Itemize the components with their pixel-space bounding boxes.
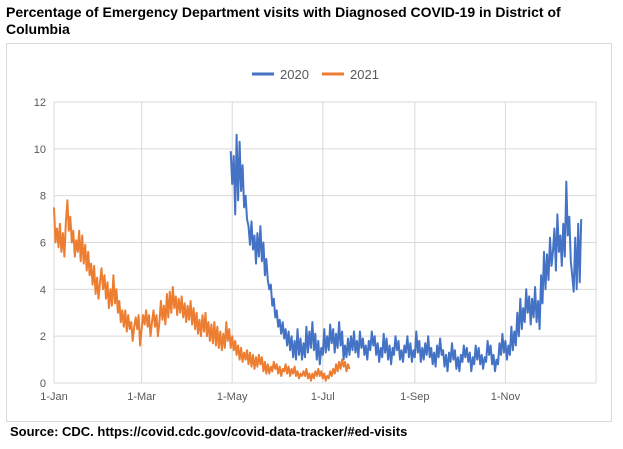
legend-label-2020: 2020 (280, 67, 309, 82)
y-tick-label: 6 (40, 238, 46, 250)
source-note: Source: CDC. https://covid.cdc.gov/covid… (10, 424, 408, 439)
gridlines (53, 101, 597, 384)
series-line-2021 (53, 199, 351, 382)
y-tick-label: 4 (40, 284, 46, 296)
y-tick-label: 8 (40, 191, 46, 203)
legend: 2020 2021 (252, 67, 379, 82)
x-tick-label: 1-Mar (127, 391, 156, 403)
chart-area: 0 2 4 6 8 10 12 1-Jan 1-Mar 1-May 1-Jul 1-Sep 1-Nov… (6, 43, 612, 422)
series-line-2020 (229, 133, 583, 373)
x-tick-label: 1-May (217, 391, 248, 403)
y-tick-label: 10 (34, 144, 46, 156)
legend-label-2021: 2021 (350, 67, 379, 82)
x-tick-label: 1-Jul (311, 391, 335, 403)
x-tick-label: 1-Jan (40, 391, 68, 403)
y-tick-label: 0 (40, 378, 46, 390)
y-axis-tick-labels: 0 2 4 6 8 10 12 (34, 97, 46, 390)
series-lines (53, 133, 583, 382)
line-chart: 0 2 4 6 8 10 12 1-Jan 1-Mar 1-May 1-Jul 1-Sep 1-Nov… (34, 67, 597, 403)
x-tick-label: 1-Nov (491, 391, 521, 403)
y-tick-label: 2 (40, 331, 46, 343)
chart-title: Percentage of Emergency Department visit… (6, 4, 561, 37)
x-axis-tick-labels: 1-Jan 1-Mar 1-May 1-Jul 1-Sep 1-Nov (40, 391, 520, 403)
y-tick-label: 12 (34, 97, 46, 109)
x-tick-label: 1-Sep (400, 391, 429, 403)
